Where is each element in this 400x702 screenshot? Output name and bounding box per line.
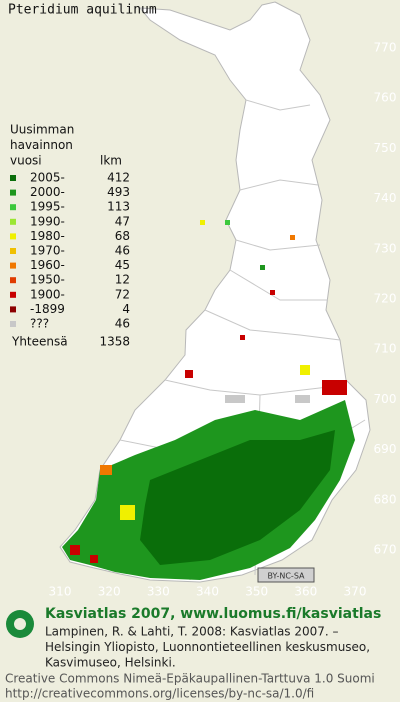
y-tick-label: 690 — [374, 442, 397, 456]
record — [270, 290, 275, 295]
x-tick-label: 310 — [49, 585, 72, 599]
legend-total: 1358 — [99, 335, 130, 349]
legend-col-year: vuosi — [10, 154, 42, 168]
x-tick-label: 350 — [245, 585, 268, 599]
record — [260, 265, 265, 270]
legend-swatch — [10, 204, 16, 211]
legend-count: 45 — [115, 258, 130, 272]
citation-line: Helsingin Yliopisto, Luonnontieteellinen… — [45, 640, 370, 654]
legend-label: 1900- — [30, 287, 65, 301]
record — [290, 235, 295, 240]
legend-swatch — [10, 189, 16, 196]
legend-swatch — [10, 291, 16, 298]
record-cluster — [225, 395, 245, 403]
x-tick-label: 330 — [147, 585, 170, 599]
x-tick-label: 340 — [196, 585, 219, 599]
record — [240, 335, 245, 340]
legend-label: 1990- — [30, 214, 65, 228]
y-tick-label: 770 — [374, 41, 397, 55]
legend-swatch — [10, 306, 16, 313]
citation-line: Kasvimuseo, Helsinki. — [45, 656, 176, 670]
y-tick-label: 670 — [374, 543, 397, 557]
legend-swatch — [10, 248, 16, 254]
license-line: http://creativecommons.org/licenses/by-n… — [5, 687, 314, 701]
legend-total-label: Yhteensä — [11, 335, 68, 349]
y-tick-label: 730 — [374, 241, 397, 255]
record — [225, 220, 230, 225]
record-cluster — [120, 505, 135, 520]
legend-count: 12 — [115, 273, 130, 287]
y-tick-label: 750 — [374, 141, 397, 155]
y-tick-label: 760 — [374, 91, 397, 105]
legend-swatch — [10, 321, 16, 327]
legend-swatch — [10, 262, 16, 269]
record-cluster — [300, 365, 310, 375]
legend-swatch — [10, 175, 16, 181]
legend-count: 46 — [115, 317, 130, 331]
legend-label: 2000- — [30, 185, 65, 199]
legend-count: 68 — [115, 229, 130, 243]
legend-swatch — [10, 218, 16, 225]
legend-heading: havainnon — [10, 138, 73, 152]
citation-line: Lampinen, R. & Lahti, T. 2008: Kasviatla… — [45, 625, 339, 639]
logo — [6, 610, 34, 638]
legend-label: 1995- — [30, 200, 65, 214]
site-link[interactable]: Kasviatlas 2007, www.luomus.fi/kasviatla… — [45, 606, 381, 622]
title: Pteridium aquilinum — [8, 3, 157, 18]
record-cluster — [322, 380, 347, 395]
legend-count: 47 — [115, 214, 130, 228]
legend-col-count: lkm — [100, 154, 122, 168]
logo-mark — [14, 618, 26, 630]
distribution-core — [140, 430, 335, 565]
legend-swatch — [10, 277, 16, 284]
x-tick-label: 370 — [344, 585, 367, 599]
record-cluster — [100, 465, 112, 475]
legend-label: 1960- — [30, 258, 65, 272]
record-cluster — [70, 545, 80, 555]
record — [200, 220, 205, 225]
legend-swatch — [10, 233, 16, 240]
legend-label: ??? — [30, 317, 49, 331]
legend-count: 72 — [115, 287, 130, 301]
y-tick-label: 710 — [374, 342, 397, 356]
record-cluster — [185, 370, 193, 378]
license-badge — [257, 567, 315, 583]
legend-count: 4 — [122, 302, 130, 316]
legend-count: 113 — [107, 200, 130, 214]
license-badge-text: BY-NC-SA — [267, 572, 305, 581]
legend-label: 1970- — [30, 244, 65, 258]
legend-count: 412 — [107, 171, 130, 185]
legend-label: 1980- — [30, 229, 65, 243]
license-line: Creative Commons Nimeä-Epäkaupallinen-Ta… — [5, 672, 375, 686]
y-tick-label: 700 — [374, 392, 397, 406]
x-tick-label: 360 — [294, 585, 317, 599]
legend-label: 2005- — [30, 171, 65, 185]
record-cluster — [90, 555, 98, 563]
legend-count: 46 — [115, 244, 130, 258]
scattered-records — [70, 220, 347, 563]
y-tick-label: 680 — [374, 492, 397, 506]
record-cluster — [295, 395, 310, 403]
x-tick-label: 320 — [98, 585, 121, 599]
y-tick-label: 740 — [374, 191, 397, 205]
y-tick-label: 720 — [374, 292, 397, 306]
legend-count: 493 — [107, 185, 130, 199]
legend-label: 1950- — [30, 273, 65, 287]
legend-label: -1899 — [30, 302, 65, 316]
legend-heading: Uusimman — [10, 123, 74, 137]
